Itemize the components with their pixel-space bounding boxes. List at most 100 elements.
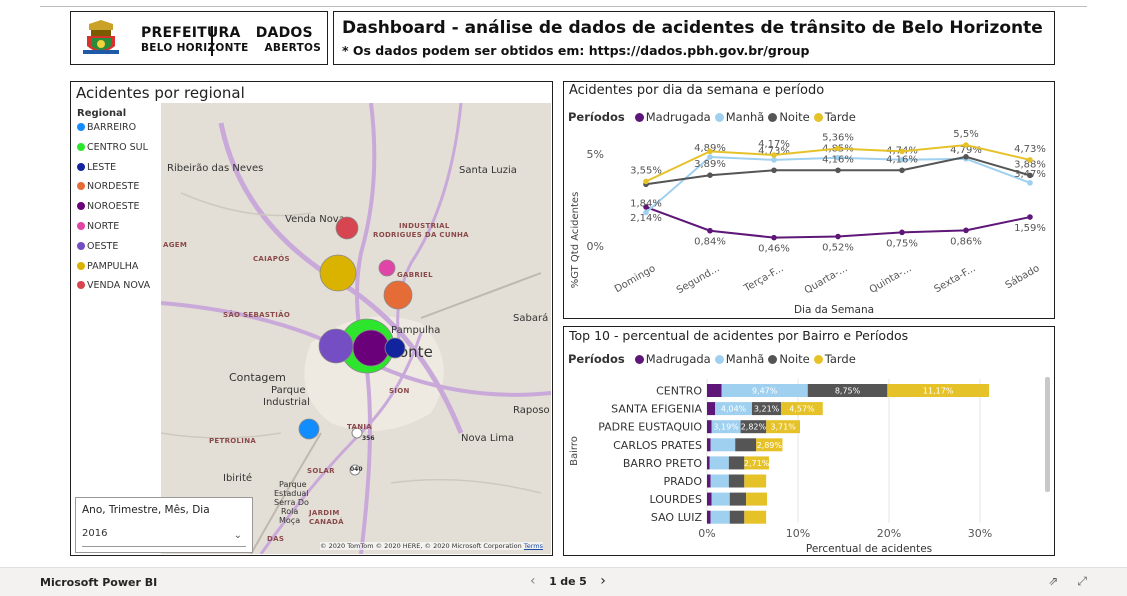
map-label-ribeirao: Ribeirão das Neves bbox=[167, 163, 264, 174]
bar-scrollbar[interactable] bbox=[1045, 377, 1050, 492]
bar-category-label: SANTA EFIGENIA bbox=[611, 403, 702, 416]
bubble-pampulha[interactable] bbox=[319, 254, 357, 292]
bar-data-label: 2,82% bbox=[741, 423, 767, 432]
line-y-tick-0: 0% bbox=[587, 240, 604, 253]
share-icon[interactable]: ⇗ bbox=[1048, 574, 1059, 588]
map-label-industrial: INDUSTRIAL bbox=[399, 222, 450, 230]
map-bubbles[interactable] bbox=[161, 103, 551, 554]
line-point bbox=[707, 172, 713, 179]
map-label-venda-nova: Venda Nova bbox=[285, 214, 345, 225]
date-slicer[interactable]: Ano, Trimestre, Mês, Dia 2016 ⌄ bbox=[75, 497, 253, 553]
bar-x-tick: 20% bbox=[877, 527, 901, 540]
map-legend-label: BARREIRO bbox=[87, 122, 137, 133]
date-slicer-value: 2016 bbox=[82, 528, 108, 539]
bar-segment-manhã bbox=[715, 402, 752, 416]
bar-legend-label[interactable]: Noite bbox=[779, 352, 810, 366]
bar-segment-manhã bbox=[709, 456, 729, 470]
map-label-rola: Rola bbox=[281, 507, 299, 516]
bar-segment-tarde bbox=[746, 492, 768, 506]
map-legend-label: PAMPULHA bbox=[87, 260, 139, 272]
fullscreen-icon[interactable]: ⤢ bbox=[1077, 574, 1087, 588]
bar-legend-label[interactable]: Tarde bbox=[824, 352, 856, 366]
legend-dot-icon bbox=[77, 162, 85, 171]
map-legend-item[interactable]: NORTE bbox=[77, 221, 119, 232]
bar-data-label: 4,04% bbox=[721, 405, 747, 414]
line-chart-visual[interactable]: Acidentes por dia da semana e período Pe… bbox=[563, 81, 1055, 319]
line-legend-label[interactable]: Madrugada bbox=[645, 110, 711, 124]
bar-segment-manhã bbox=[710, 474, 729, 488]
bar-legend-label[interactable]: Manhã bbox=[725, 352, 765, 366]
map-legend-label: NORTE bbox=[87, 221, 120, 232]
date-slicer-dropdown[interactable]: 2016 ⌄ bbox=[82, 528, 246, 547]
line-legend-label[interactable]: Noite bbox=[779, 110, 810, 124]
bubble-noroeste[interactable] bbox=[352, 329, 390, 367]
map-legend-item[interactable]: LESTE bbox=[77, 162, 116, 173]
line-x-title: Dia da Semana bbox=[794, 304, 874, 316]
line-chart-plot[interactable]: %GT Qtd Acidentes 5% 0% Dia da Semana 2,… bbox=[564, 82, 1054, 318]
map-legend-item[interactable]: OESTE bbox=[77, 241, 118, 252]
line-legend-label[interactable]: Tarde bbox=[824, 110, 856, 124]
map-legend-title: Regional bbox=[77, 108, 127, 119]
next-page-icon[interactable]: › bbox=[600, 573, 606, 589]
line-legend-prefix: Períodos bbox=[568, 110, 625, 124]
line-data-label: 0,86% bbox=[950, 236, 982, 247]
bar-legend-label[interactable]: Madrugada bbox=[645, 352, 711, 366]
bubble-nordeste[interactable] bbox=[383, 280, 413, 310]
line-data-label: 1,84% bbox=[630, 199, 662, 210]
line-point bbox=[1027, 157, 1033, 163]
dashboard-subtitle: * Os dados podem ser obtidos em: https:/… bbox=[342, 43, 810, 58]
bar-segment-noite bbox=[735, 438, 757, 452]
bar-chart-plot[interactable]: Bairro Percentual de acidentes 0% 10% 20% 3… bbox=[564, 327, 1054, 555]
bar-segment-manhã bbox=[711, 492, 730, 506]
bar-segment-tarde bbox=[744, 510, 767, 524]
bar-segment-noite bbox=[729, 510, 745, 524]
map-legend-item[interactable]: BARREIRO bbox=[77, 122, 136, 133]
dashboard-title: Dashboard - análise de dados de acidente… bbox=[342, 18, 1043, 38]
powerbi-brand-link[interactable]: Microsoft Power BI bbox=[40, 576, 158, 589]
map-legend-item[interactable]: CENTRO SUL bbox=[77, 142, 148, 153]
line-point bbox=[643, 204, 649, 210]
legend-dot-icon bbox=[77, 222, 85, 230]
prev-page-icon[interactable]: ‹ bbox=[530, 573, 536, 589]
line-data-label: 1,59% bbox=[1014, 223, 1046, 234]
bar-segment-madrugada bbox=[707, 456, 710, 470]
line-point bbox=[1027, 172, 1033, 179]
map-terms-link[interactable]: Terms bbox=[523, 542, 543, 550]
map-label-raposo: Raposo bbox=[513, 405, 550, 416]
bar-legend-prefix: Períodos bbox=[568, 352, 625, 366]
map-legend-item[interactable]: NOROESTE bbox=[77, 201, 140, 212]
bar-category-label: PADRE EUSTAQUIO bbox=[598, 421, 702, 434]
map-credit-text: © 2020 TomTom © 2020 HERE, © 2020 Micros… bbox=[320, 542, 522, 550]
line-x-tick: Domingo bbox=[613, 263, 658, 295]
map-visual[interactable]: Acidentes por regional Regional BARREIRO… bbox=[70, 81, 553, 556]
map-legend-item[interactable]: VENDA NOVA bbox=[77, 280, 150, 291]
line-legend-label[interactable]: Manhã bbox=[725, 110, 765, 124]
top-divider bbox=[40, 6, 1087, 7]
map-label-road-356: 356 bbox=[362, 435, 375, 442]
bar-segment-manhã bbox=[711, 420, 741, 434]
line-point bbox=[899, 148, 905, 155]
bubble-leste[interactable] bbox=[384, 337, 406, 359]
line-x-tick: Quarta-... bbox=[803, 263, 850, 296]
bar-chart-visual[interactable]: Top 10 - percentual de acidentes por Bai… bbox=[563, 326, 1055, 556]
chevron-down-icon[interactable]: ⌄ bbox=[233, 530, 242, 541]
line-series-madrugada bbox=[645, 206, 1031, 239]
line-point bbox=[1027, 214, 1033, 220]
bubble-venda-nova[interactable] bbox=[335, 216, 359, 240]
bubble-oeste[interactable] bbox=[318, 328, 354, 364]
line-data-label: 0,52% bbox=[822, 243, 854, 254]
map-label-rodrigues: RODRIGUES DA CUNHA bbox=[373, 231, 469, 239]
bubble-barreiro[interactable] bbox=[298, 418, 320, 440]
map-canvas[interactable]: Ribeirão das Neves Santa Luzia Venda Nov… bbox=[161, 103, 551, 554]
map-legend-item[interactable]: PAMPULHA bbox=[77, 261, 138, 272]
bubble-norte[interactable] bbox=[378, 259, 396, 277]
bar-segment-tarde bbox=[781, 402, 823, 416]
bar-data-label: 11,17% bbox=[923, 387, 954, 396]
line-data-label: 3,88% bbox=[1014, 159, 1046, 170]
coat-of-arms-icon bbox=[83, 20, 119, 54]
page-navigator: ‹ 1 de 5 › bbox=[520, 573, 616, 589]
map-legend-item[interactable]: NORDESTE bbox=[77, 181, 139, 192]
bar-segment-madrugada bbox=[707, 438, 711, 452]
bar-data-label: 3,71% bbox=[770, 423, 796, 432]
map-label-onte: onte bbox=[399, 343, 433, 361]
